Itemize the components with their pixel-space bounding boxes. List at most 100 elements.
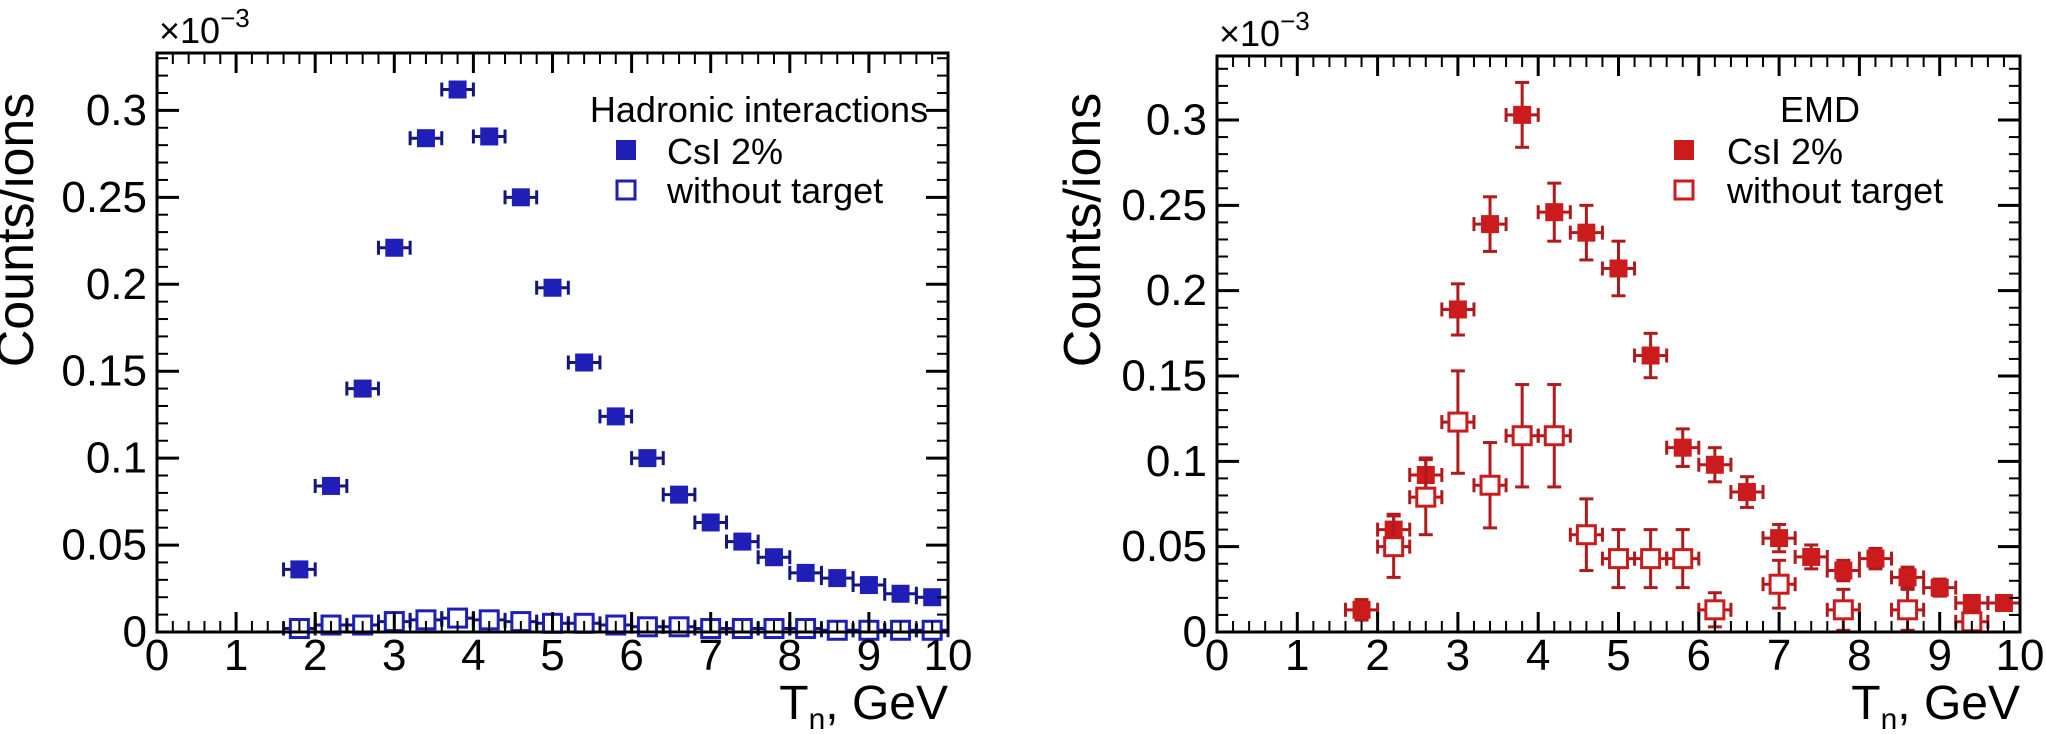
x-tick-label: 1 xyxy=(1285,631,1309,680)
filled-square-marker xyxy=(1962,593,1981,612)
data-point xyxy=(1954,593,1990,612)
filled-square-marker xyxy=(638,449,657,468)
data-point xyxy=(819,569,855,588)
legend-open-square-marker xyxy=(615,179,637,201)
plot-frame xyxy=(155,51,950,634)
legend-label: CsI 2% xyxy=(1727,131,1843,172)
data-point xyxy=(725,532,760,551)
x-tick-label: 1 xyxy=(224,631,248,680)
y-tick-label: 0.3 xyxy=(86,86,147,135)
x-tick-label: 9 xyxy=(857,631,881,680)
filled-square-marker xyxy=(353,379,372,398)
data-point xyxy=(1922,577,1958,598)
open-square-marker xyxy=(1640,548,1662,570)
y-tick-label: 0.25 xyxy=(61,173,147,222)
data-point xyxy=(1665,528,1701,590)
series-without-target xyxy=(1376,369,1990,634)
filled-square-marker xyxy=(480,127,499,146)
data-point xyxy=(1857,546,1894,571)
y-tick-label: 0.3 xyxy=(1146,96,1207,145)
x-tick-label: 8 xyxy=(1847,631,1871,680)
filled-square-marker xyxy=(701,513,720,532)
open-square-marker xyxy=(1672,548,1694,570)
open-square-marker xyxy=(1704,599,1726,621)
x-tick-label: 2 xyxy=(1365,631,1389,680)
x-tick-label: 4 xyxy=(1526,631,1550,680)
open-square-marker xyxy=(1832,599,1854,621)
filled-square-marker xyxy=(1352,600,1371,619)
x-tick-label: 10 xyxy=(1996,631,2045,680)
data-point xyxy=(376,238,412,257)
filled-square-marker xyxy=(1737,483,1756,502)
legend-label: without target xyxy=(1726,170,1943,211)
x-axis: 0 1 2 3 4 5 6 7 8 9 10 xyxy=(145,53,972,680)
data-point xyxy=(1761,558,1797,610)
legend-title: EMD xyxy=(1780,89,1860,130)
x-axis-title: Tn, GeV xyxy=(1851,677,2020,734)
data-point xyxy=(630,449,665,468)
data-point xyxy=(408,129,444,148)
open-square-marker xyxy=(1447,411,1469,433)
x-tick-label: 0 xyxy=(145,631,169,680)
filled-square-marker xyxy=(1481,215,1500,234)
data-point xyxy=(566,353,602,372)
filled-square-marker xyxy=(1898,568,1917,587)
open-square-marker xyxy=(1897,599,1919,621)
filled-square-marker xyxy=(511,188,530,207)
open-square-marker xyxy=(1608,548,1629,570)
y-tick-label: 0 xyxy=(123,608,147,657)
data-point xyxy=(503,188,539,207)
filled-square-marker xyxy=(1930,578,1949,597)
data-point xyxy=(1536,383,1572,489)
x-tick-label: 4 xyxy=(461,631,485,680)
x-tick-label: 6 xyxy=(619,631,643,680)
filled-square-marker xyxy=(1513,105,1532,124)
data-point xyxy=(1440,369,1476,475)
filled-square-marker xyxy=(1770,529,1789,548)
filled-square-marker xyxy=(796,563,815,582)
open-square-marker xyxy=(1768,573,1790,595)
filled-square-marker xyxy=(828,569,847,588)
filled-square-marker xyxy=(575,353,594,372)
data-point xyxy=(1729,475,1765,509)
legend-label: without target xyxy=(666,170,883,211)
data-point xyxy=(1568,203,1604,262)
filled-square-marker xyxy=(1673,438,1692,457)
y-axis-title: Counts/ions xyxy=(1054,93,1112,368)
filled-square-marker xyxy=(385,238,404,257)
data-point xyxy=(440,80,475,99)
open-square-marker xyxy=(1479,474,1501,496)
chart-emd: 0 1 2 3 4 5 6 7 8 9 10 0 0.05 0.1 0.15 0.2 0.25 0.3×10−3 T… xyxy=(1054,6,2045,734)
open-square-marker xyxy=(1511,425,1533,447)
data-point xyxy=(1536,181,1572,243)
filled-square-marker xyxy=(1641,346,1660,365)
filled-square-marker xyxy=(733,532,752,551)
data-point xyxy=(1600,528,1637,590)
data-point xyxy=(1986,593,2022,612)
data-point xyxy=(1408,458,1444,537)
data-point xyxy=(1633,331,1669,380)
x-axis-title: Tn, GeV xyxy=(779,677,948,734)
x-tick-label: 5 xyxy=(1606,631,1630,680)
filled-square-marker xyxy=(923,588,942,607)
open-square-marker xyxy=(1575,524,1597,546)
y-tick-label: 0.2 xyxy=(1146,266,1207,315)
data-point xyxy=(1504,383,1540,489)
data-point xyxy=(883,584,918,603)
legend-open-square-marker xyxy=(1673,179,1695,201)
filled-square-marker xyxy=(543,278,562,297)
open-square-marker xyxy=(1543,425,1565,447)
data-point xyxy=(282,560,317,579)
y-tick-label: 0.05 xyxy=(61,521,147,570)
x-tick-label: 2 xyxy=(303,631,327,680)
filled-square-marker xyxy=(891,584,910,603)
open-square-marker xyxy=(1383,536,1405,558)
filled-square-marker xyxy=(1994,593,2013,612)
data-point xyxy=(693,513,729,532)
x-axis: 0 1 2 3 4 5 6 7 8 9 10 xyxy=(1205,56,2045,680)
y-axis-multiplier: ×10−3 xyxy=(159,3,250,51)
legend-title: Hadronic interactions xyxy=(590,89,928,130)
data-point xyxy=(1665,427,1701,468)
